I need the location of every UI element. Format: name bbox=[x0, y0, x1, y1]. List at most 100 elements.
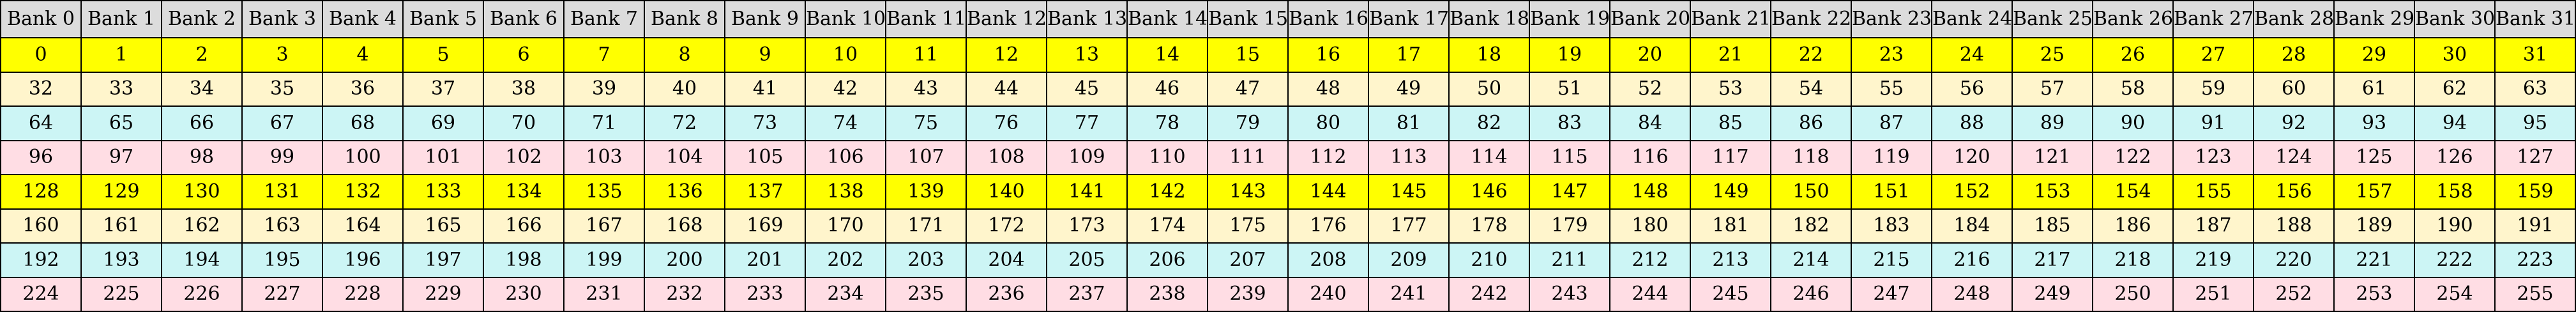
bank-header: Bank 0 Bank 1 Bank 2 Bank 3 Bank 4 Bank 5 Bank… bbox=[0, 0, 2576, 38]
table-cell: 244 bbox=[1609, 276, 1691, 312]
table-cell: 37 bbox=[402, 71, 484, 107]
table-cell: 196 bbox=[322, 242, 404, 278]
table-cell: 35 bbox=[241, 71, 323, 107]
table-cell: 134 bbox=[483, 174, 564, 210]
table-cell: 166 bbox=[483, 208, 564, 244]
table-cell: 170 bbox=[805, 208, 886, 244]
table-cell: 165 bbox=[402, 208, 484, 244]
table-cell: 56 bbox=[1931, 71, 2013, 107]
table-cell: 90 bbox=[2092, 105, 2174, 141]
table-cell: 234 bbox=[805, 276, 886, 312]
bank-header-8: Bank 8 bbox=[644, 0, 725, 38]
table-cell: 193 bbox=[80, 242, 162, 278]
table-cell: 226 bbox=[161, 276, 243, 312]
table-cell: 92 bbox=[2253, 105, 2335, 141]
table-cell: 115 bbox=[1529, 139, 1610, 175]
table-cell: 26 bbox=[2092, 37, 2174, 73]
table-cell: 255 bbox=[2494, 276, 2576, 312]
table-cell: 71 bbox=[563, 105, 645, 141]
table-cell: 13 bbox=[1046, 37, 1128, 73]
table-cell: 123 bbox=[2172, 139, 2254, 175]
table-cell: 120 bbox=[1931, 139, 2013, 175]
table-row: 192 193 194 195 196 197 198 199 200 201 202 203 204 2… bbox=[0, 242, 2576, 278]
table-cell: 86 bbox=[1770, 105, 1852, 141]
bank-rows: 0 1 2 3 4 5 6 7 8 9 10 11 12 13 14 15 16 17 18 19 20 21 22 23 24… bbox=[0, 37, 2576, 312]
table-cell: 143 bbox=[1207, 174, 1289, 210]
table-cell: 148 bbox=[1609, 174, 1691, 210]
table-cell: 48 bbox=[1287, 71, 1369, 107]
bank-header-16: Bank 16 bbox=[1287, 0, 1369, 38]
table-cell: 254 bbox=[2414, 276, 2496, 312]
table-cell: 72 bbox=[644, 105, 725, 141]
table-cell: 25 bbox=[2012, 37, 2093, 73]
table-cell: 39 bbox=[563, 71, 645, 107]
table-cell: 81 bbox=[1368, 105, 1450, 141]
table-cell: 21 bbox=[1690, 37, 1771, 73]
table-cell: 207 bbox=[1207, 242, 1289, 278]
table-cell: 74 bbox=[805, 105, 886, 141]
table-cell: 215 bbox=[1851, 242, 1932, 278]
table-cell: 84 bbox=[1609, 105, 1691, 141]
table-cell: 220 bbox=[2253, 242, 2335, 278]
bank-header-31: Bank 31 bbox=[2494, 0, 2576, 38]
table-cell: 76 bbox=[966, 105, 1047, 141]
bank-header-12: Bank 12 bbox=[966, 0, 1047, 38]
table-cell: 6 bbox=[483, 37, 564, 73]
table-cell: 105 bbox=[724, 139, 806, 175]
table-cell: 230 bbox=[483, 276, 564, 312]
bank-header-23: Bank 23 bbox=[1851, 0, 1932, 38]
table-cell: 139 bbox=[885, 174, 967, 210]
bank-header-17: Bank 17 bbox=[1368, 0, 1450, 38]
table-cell: 231 bbox=[563, 276, 645, 312]
table-cell: 251 bbox=[2172, 276, 2254, 312]
table-cell: 113 bbox=[1368, 139, 1450, 175]
table-cell: 24 bbox=[1931, 37, 2013, 73]
table-cell: 158 bbox=[2414, 174, 2496, 210]
table-cell: 233 bbox=[724, 276, 806, 312]
table-cell: 189 bbox=[2333, 208, 2415, 244]
table-cell: 95 bbox=[2494, 105, 2576, 141]
table-cell: 187 bbox=[2172, 208, 2254, 244]
bank-header-21: Bank 21 bbox=[1690, 0, 1771, 38]
table-cell: 202 bbox=[805, 242, 886, 278]
table-cell: 235 bbox=[885, 276, 967, 312]
table-cell: 180 bbox=[1609, 208, 1691, 244]
table-cell: 22 bbox=[1770, 37, 1852, 73]
table-row: 64 65 66 67 68 69 70 71 72 73 74 75 76 77 78 79 80 81 82 83… bbox=[0, 105, 2576, 141]
table-cell: 3 bbox=[241, 37, 323, 73]
table-cell: 85 bbox=[1690, 105, 1771, 141]
table-cell: 206 bbox=[1126, 242, 1208, 278]
table-cell: 109 bbox=[1046, 139, 1128, 175]
table-cell: 162 bbox=[161, 208, 243, 244]
table-cell: 164 bbox=[322, 208, 404, 244]
table-cell: 229 bbox=[402, 276, 484, 312]
table-cell: 0 bbox=[0, 37, 82, 73]
table-cell: 88 bbox=[1931, 105, 2013, 141]
table-cell: 184 bbox=[1931, 208, 2013, 244]
table-cell: 80 bbox=[1287, 105, 1369, 141]
table-cell: 79 bbox=[1207, 105, 1289, 141]
table-cell: 198 bbox=[483, 242, 564, 278]
table-cell: 60 bbox=[2253, 71, 2335, 107]
table-cell: 47 bbox=[1207, 71, 1289, 107]
table-cell: 238 bbox=[1126, 276, 1208, 312]
bank-header-25: Bank 25 bbox=[2012, 0, 2093, 38]
table-cell: 192 bbox=[0, 242, 82, 278]
table-cell: 224 bbox=[0, 276, 82, 312]
table-cell: 157 bbox=[2333, 174, 2415, 210]
table-cell: 101 bbox=[402, 139, 484, 175]
table-cell: 16 bbox=[1287, 37, 1369, 73]
table-cell: 53 bbox=[1690, 71, 1771, 107]
table-cell: 99 bbox=[241, 139, 323, 175]
table-cell: 121 bbox=[2012, 139, 2093, 175]
table-cell: 204 bbox=[966, 242, 1047, 278]
table-cell: 126 bbox=[2414, 139, 2496, 175]
table-cell: 17 bbox=[1368, 37, 1450, 73]
table-cell: 245 bbox=[1690, 276, 1771, 312]
table-row: 160 161 162 163 164 165 166 167 168 169 170 171 172 1… bbox=[0, 208, 2576, 244]
table-cell: 154 bbox=[2092, 174, 2174, 210]
table-cell: 116 bbox=[1609, 139, 1691, 175]
table-cell: 28 bbox=[2253, 37, 2335, 73]
table-cell: 188 bbox=[2253, 208, 2335, 244]
